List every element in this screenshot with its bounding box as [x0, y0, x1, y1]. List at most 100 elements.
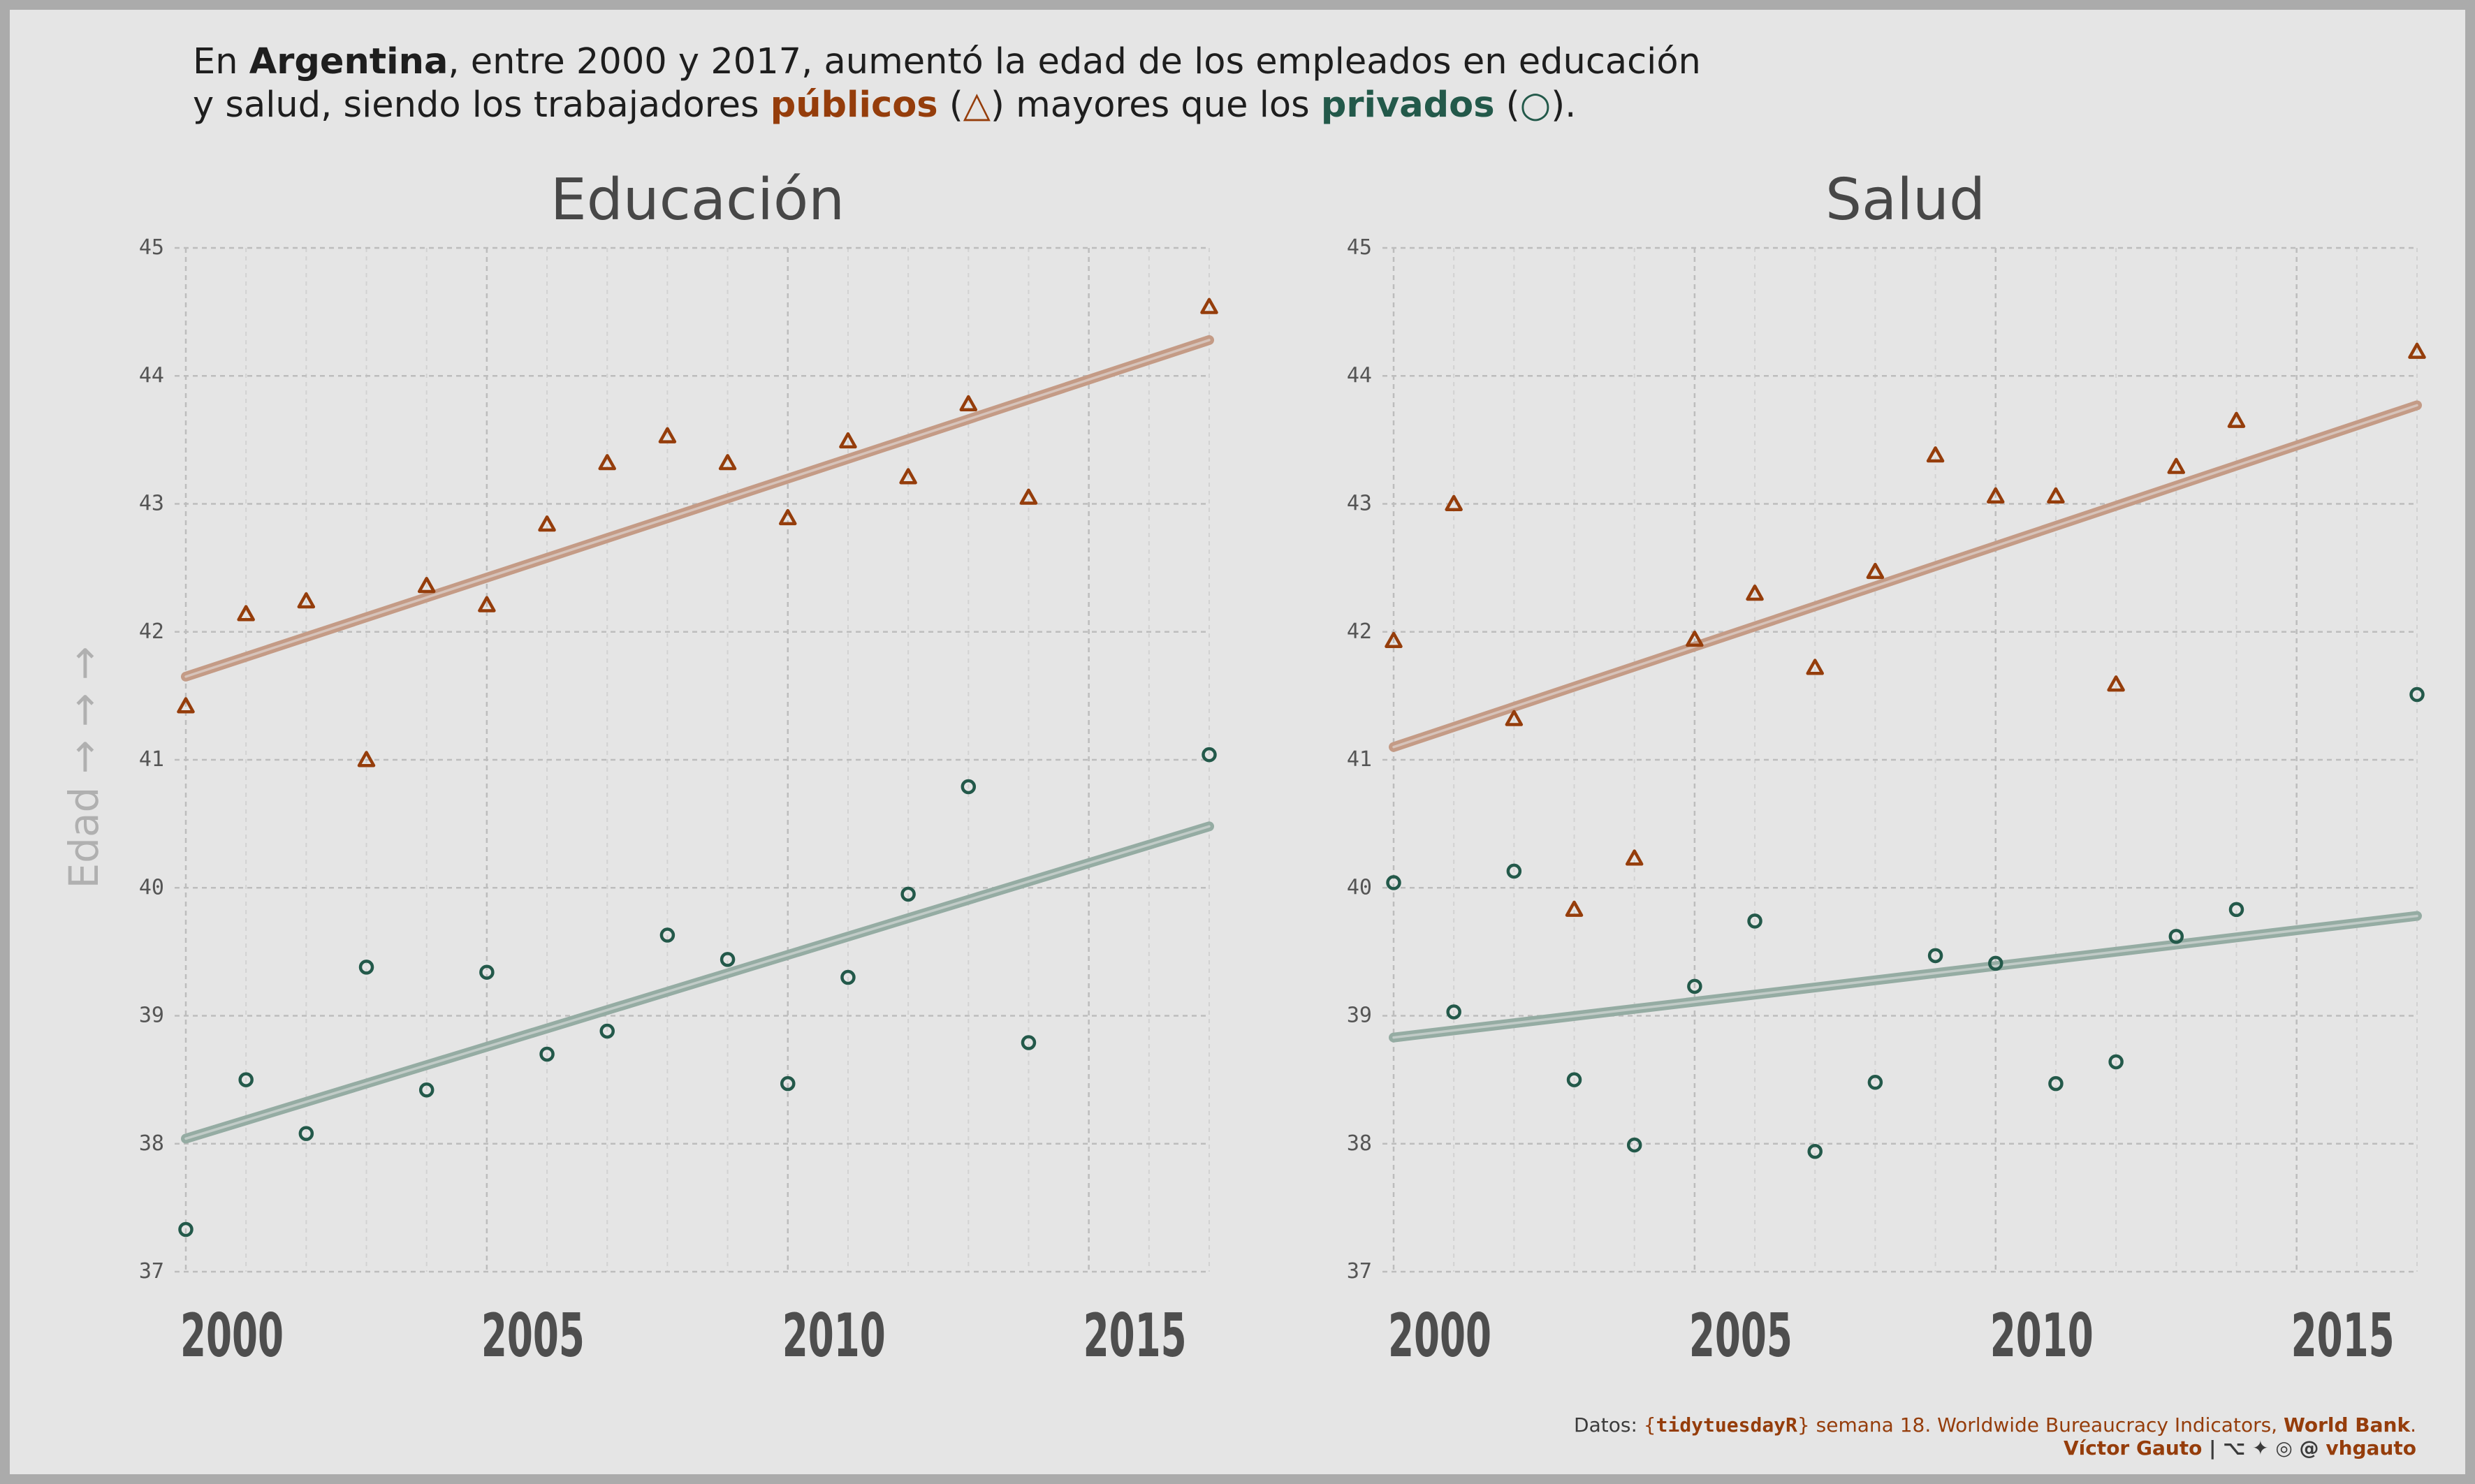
headline-text: ) mayores que los [991, 85, 1321, 126]
point-privados [1021, 1035, 1037, 1050]
caption-author: Víctor Gauto [2063, 1437, 2203, 1460]
point-privados [900, 886, 916, 902]
x-tick-label: 2000 [1388, 1301, 1491, 1371]
caption-separator: | [2202, 1437, 2224, 1460]
caption-package: tidytuesdayR [1656, 1413, 1797, 1437]
private-label: privados [1320, 85, 1495, 126]
chart-area: 37 38 39 40 41 42 43 44 45 2000 2005 2010 2015 Educac… [60, 167, 2426, 1371]
point-privados [1626, 1137, 1642, 1153]
y-tick-label: 45 [1347, 235, 1372, 260]
point-privados [1687, 978, 1702, 994]
point-publicos [1200, 297, 1218, 314]
caption-source-bold: World Bank [2283, 1413, 2411, 1437]
y-tick-label: 44 [139, 363, 164, 388]
facet-educacion: 37 38 39 40 41 42 43 44 45 2000 2005 2010 2015 Educac… [60, 167, 1218, 1371]
facet-salud: 37 38 39 40 41 42 43 44 45 2000 2005 2010 2015 Salud [1347, 167, 2426, 1371]
y-tick-label: 43 [139, 492, 164, 516]
y-tick-label: 42 [1347, 619, 1372, 644]
point-publicos [1625, 849, 1644, 866]
x-tick-label: 2015 [1083, 1301, 1187, 1371]
headline-text: ). [1551, 85, 1577, 126]
point-privados [1446, 1004, 1461, 1020]
point-privados [659, 927, 676, 943]
point-publicos [779, 508, 797, 526]
point-publicos [658, 427, 677, 443]
caption-line-2: Víctor Gauto | ⌥ ✦ ◎ @ vhgauto [1574, 1437, 2416, 1460]
caption-source: semana 18. Worldwide Bureaucracy Indicat… [1809, 1413, 2284, 1437]
y-tick-label: 43 [1347, 492, 1372, 516]
point-publicos [2047, 487, 2065, 504]
y-axis-label: Edad → → → [60, 647, 108, 889]
point-publicos [1686, 630, 1704, 647]
point-privados [780, 1075, 796, 1092]
caption-brace: { [1643, 1413, 1656, 1437]
y-tick-label: 38 [139, 1131, 164, 1156]
y-tick-label: 45 [139, 235, 164, 260]
point-privados [840, 969, 856, 985]
y-tick-label: 41 [1347, 747, 1372, 772]
point-privados [1747, 913, 1762, 929]
trend-line-inner [184, 339, 1211, 678]
point-privados [961, 779, 977, 795]
point-publicos [1806, 659, 1824, 675]
point-privados [1386, 875, 1401, 890]
x-tick-label: 2005 [481, 1301, 585, 1371]
headline-text: y salud, siendo los trabajadores [193, 85, 771, 126]
caption-text: Datos: [1574, 1413, 1644, 1437]
triangle-icon: △ [963, 85, 991, 126]
point-privados [358, 960, 374, 975]
point-privados [1506, 863, 1522, 879]
y-tick-label: 42 [139, 619, 164, 644]
point-publicos [1746, 585, 1764, 601]
point-publicos [1926, 446, 1945, 463]
point-publicos [297, 592, 316, 609]
headline-text: , entre 2000 y 2017, aumentó la edad de … [448, 41, 1701, 82]
x-tick-label: 2010 [1990, 1301, 2094, 1371]
point-publicos [357, 751, 376, 767]
x-tick-label: 2010 [782, 1301, 886, 1371]
point-privados [298, 1126, 314, 1141]
x-tick-label: 2005 [1689, 1301, 1793, 1371]
headline-text: ( [1494, 85, 1520, 126]
point-publicos [1565, 900, 1584, 917]
point-publicos [1505, 710, 1524, 726]
point-privados [479, 964, 495, 980]
point-publicos [2227, 411, 2246, 428]
y-tick-label: 44 [1347, 363, 1372, 388]
x-tick-label: 2015 [2291, 1301, 2395, 1371]
point-privados [2409, 686, 2425, 703]
y-tick-label: 37 [139, 1259, 164, 1284]
headline-line-1: En Argentina, entre 2000 y 2017, aumentó… [193, 41, 1701, 84]
point-publicos [899, 468, 917, 485]
facet-title: Educación [550, 167, 845, 233]
point-privados [1988, 955, 2003, 971]
point-publicos [1019, 488, 1038, 505]
point-privados [2108, 1054, 2124, 1070]
caption: Datos: {tidytuesdayR} semana 18. Worldwi… [1574, 1413, 2416, 1460]
point-publicos [959, 395, 978, 412]
headline-text: En [193, 41, 249, 82]
point-publicos [2408, 342, 2426, 359]
y-tick-label: 39 [139, 1004, 164, 1028]
point-publicos [2107, 675, 2125, 692]
point-publicos [1385, 631, 1403, 649]
public-label: públicos [770, 85, 938, 126]
point-privados [2048, 1075, 2064, 1092]
trend-line-inner [184, 825, 1211, 1140]
social-icons: ⌥ ✦ ◎ @ [2223, 1437, 2326, 1460]
caption-text: . [2410, 1413, 2416, 1437]
point-privados [2228, 902, 2244, 918]
facet-title: Salud [1825, 167, 1985, 233]
point-privados [418, 1082, 435, 1098]
point-privados [178, 1221, 194, 1237]
y-tick-label: 40 [139, 875, 164, 899]
y-tick-label: 37 [1347, 1259, 1372, 1284]
point-publicos [2167, 457, 2186, 474]
headline-text: ( [937, 85, 963, 126]
headline-country: Argentina [249, 41, 448, 82]
y-tick-label: 41 [139, 747, 164, 772]
x-tick-label: 2000 [180, 1301, 284, 1371]
plot-panel: En Argentina, entre 2000 y 2017, aumentó… [10, 10, 2465, 1474]
y-tick-label: 38 [1347, 1131, 1372, 1156]
circle-icon: ○ [1519, 85, 1552, 126]
